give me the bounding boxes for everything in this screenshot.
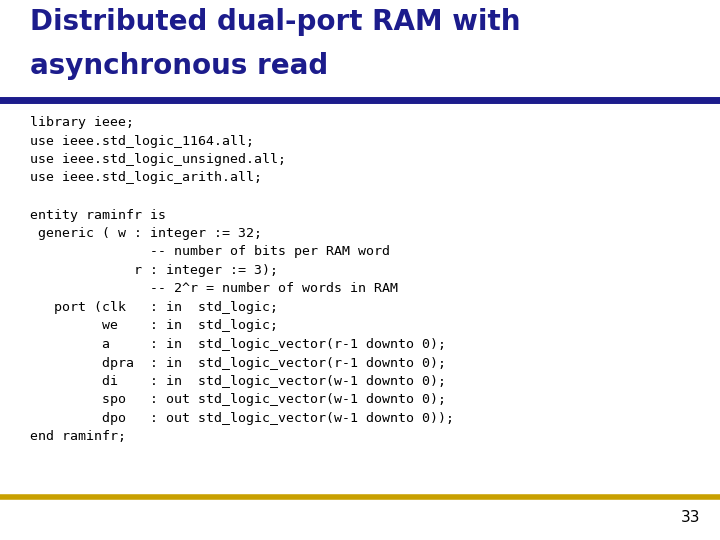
Text: entity raminfr is: entity raminfr is xyxy=(30,208,166,221)
Text: di    : in  std_logic_vector(w-1 downto 0);: di : in std_logic_vector(w-1 downto 0); xyxy=(30,375,446,388)
Text: dpo   : out std_logic_vector(w-1 downto 0));: dpo : out std_logic_vector(w-1 downto 0)… xyxy=(30,412,454,425)
Text: a     : in  std_logic_vector(r-1 downto 0);: a : in std_logic_vector(r-1 downto 0); xyxy=(30,338,446,351)
Text: use ieee.std_logic_unsigned.all;: use ieee.std_logic_unsigned.all; xyxy=(30,153,286,166)
Text: asynchronous read: asynchronous read xyxy=(30,52,328,80)
Text: spo   : out std_logic_vector(w-1 downto 0);: spo : out std_logic_vector(w-1 downto 0)… xyxy=(30,394,446,407)
Text: use ieee.std_logic_arith.all;: use ieee.std_logic_arith.all; xyxy=(30,172,262,185)
Text: end raminfr;: end raminfr; xyxy=(30,430,126,443)
Text: generic ( w : integer := 32;: generic ( w : integer := 32; xyxy=(30,227,262,240)
Text: library ieee;: library ieee; xyxy=(30,116,134,129)
Text: port (clk   : in  std_logic;: port (clk : in std_logic; xyxy=(30,301,278,314)
Text: -- 2^r = number of words in RAM: -- 2^r = number of words in RAM xyxy=(30,282,398,295)
Text: we    : in  std_logic;: we : in std_logic; xyxy=(30,320,278,333)
Text: r : integer := 3);: r : integer := 3); xyxy=(30,264,278,277)
Text: -- number of bits per RAM word: -- number of bits per RAM word xyxy=(30,246,390,259)
Text: 33: 33 xyxy=(680,510,700,525)
Text: Distributed dual-port RAM with: Distributed dual-port RAM with xyxy=(30,8,521,36)
Text: dpra  : in  std_logic_vector(r-1 downto 0);: dpra : in std_logic_vector(r-1 downto 0)… xyxy=(30,356,446,369)
Text: use ieee.std_logic_1164.all;: use ieee.std_logic_1164.all; xyxy=(30,134,254,147)
